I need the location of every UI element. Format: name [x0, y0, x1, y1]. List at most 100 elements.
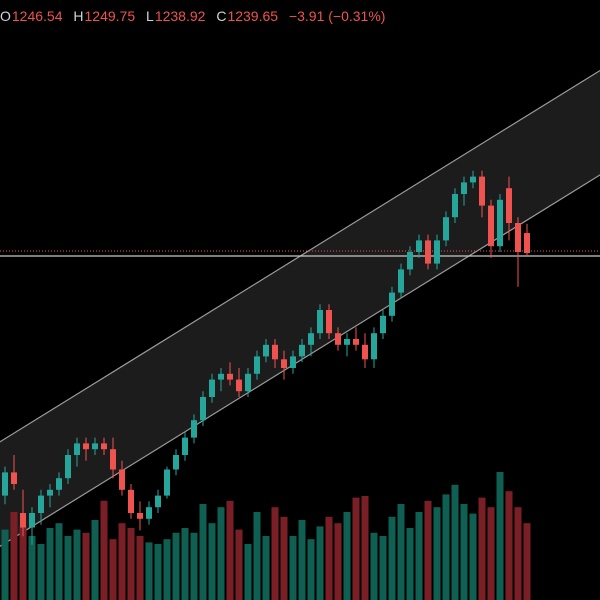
volume-bar — [325, 516, 333, 600]
candle-body — [155, 495, 161, 508]
candle — [407, 246, 413, 276]
candle — [281, 350, 287, 380]
candle — [29, 507, 35, 545]
candle-body — [506, 188, 512, 223]
candle-body — [281, 359, 287, 368]
candle — [173, 449, 179, 476]
volume-bar — [523, 523, 531, 600]
candle-body — [479, 176, 485, 206]
candle — [92, 437, 98, 455]
candle — [155, 489, 161, 513]
candle — [362, 333, 368, 368]
channel-lower-line[interactable] — [0, 163, 600, 559]
change-value: −3.91 (−0.31%) — [288, 8, 386, 24]
volume-bar — [163, 539, 171, 600]
candle-body — [407, 252, 413, 270]
candle-body — [2, 472, 8, 496]
candle-body — [164, 469, 170, 496]
candle-body — [236, 379, 242, 392]
candle-body — [434, 240, 440, 264]
candle — [11, 455, 17, 490]
close-value: 1239.65 — [227, 8, 279, 24]
candle-body — [362, 344, 368, 360]
candle-body — [416, 240, 422, 252]
candle — [425, 234, 431, 270]
volume-bar — [37, 544, 45, 600]
candle — [353, 327, 359, 351]
candle — [470, 170, 476, 189]
high-value: 1249.75 — [84, 8, 136, 24]
candle-body — [398, 269, 404, 293]
volume-bar — [397, 504, 405, 600]
volume-bar — [496, 472, 504, 600]
candle — [497, 194, 503, 252]
candle — [434, 234, 440, 270]
candle — [443, 211, 449, 247]
candle-body — [452, 194, 458, 218]
volume-bar — [46, 528, 54, 600]
volume-bar — [271, 507, 279, 600]
candle — [335, 327, 341, 351]
candle-body — [461, 182, 467, 194]
candle — [128, 484, 134, 519]
volume-bar — [217, 507, 225, 600]
volume-bar — [172, 532, 180, 600]
candle-body — [497, 199, 503, 247]
candle-body — [326, 310, 332, 334]
volume-bar — [289, 536, 297, 600]
volume-bar — [388, 516, 396, 600]
candle — [515, 217, 521, 287]
candle — [245, 368, 251, 397]
candle-body — [146, 507, 152, 519]
low-value: 1238.92 — [154, 8, 206, 24]
candle — [524, 223, 530, 256]
candle-body — [308, 333, 314, 345]
candle-body — [200, 397, 206, 421]
volume-bar — [280, 516, 288, 600]
candle-body — [299, 344, 305, 357]
candle — [317, 304, 323, 339]
candle-body — [254, 356, 260, 374]
candle-body — [335, 333, 341, 345]
candle — [389, 286, 395, 322]
volume-bar — [235, 529, 243, 600]
volume-bar — [379, 536, 387, 600]
volume-bar — [406, 528, 414, 600]
volume-bar — [307, 539, 315, 600]
candle-body — [65, 455, 71, 479]
volume-bar — [361, 496, 369, 600]
candle-body — [101, 443, 107, 450]
low-label: L — [146, 8, 154, 24]
volume-bar — [460, 504, 468, 600]
volume-bar — [136, 536, 144, 600]
close-label: C — [216, 8, 227, 24]
volume-bar — [127, 528, 135, 600]
volume-bar — [208, 523, 216, 600]
candle — [326, 304, 332, 339]
candle — [416, 234, 422, 258]
candle — [488, 199, 494, 258]
candle — [290, 350, 296, 374]
volume-bar — [154, 544, 162, 600]
volume-bar — [253, 512, 261, 600]
ohlc-legend: O1246.54 H1249.75 L1238.92 C1239.65 −3.9… — [0, 6, 392, 26]
candle-body — [128, 489, 134, 513]
candle — [137, 501, 143, 531]
candle-body — [29, 513, 35, 528]
volume-bar — [73, 529, 81, 600]
volume-bar — [478, 497, 486, 600]
candle-body — [272, 344, 278, 360]
candle — [479, 170, 485, 218]
candle-body — [425, 240, 431, 264]
candle — [263, 339, 269, 363]
volume-bar — [199, 504, 207, 600]
volume-bar — [10, 512, 18, 600]
candle — [344, 333, 350, 357]
volume-bar — [118, 523, 126, 600]
candle-body — [83, 443, 89, 450]
candle — [191, 414, 197, 444]
volume-bar — [145, 542, 153, 600]
candle — [65, 449, 71, 484]
candle — [74, 437, 80, 467]
